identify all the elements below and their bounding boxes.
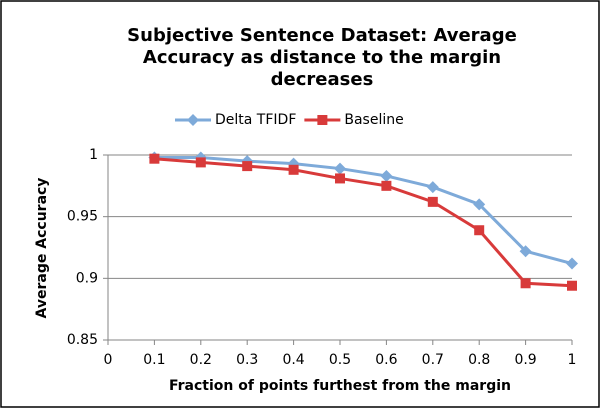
y-tick-label: 0.85	[67, 332, 98, 348]
marker	[566, 257, 578, 270]
legend-marker	[317, 115, 328, 125]
x-tick-label: 0.1	[143, 352, 165, 368]
marker	[381, 180, 392, 191]
marker	[567, 280, 577, 291]
series-line	[154, 155, 573, 265]
y-tick-label: 0.95	[67, 209, 98, 225]
marker	[426, 181, 439, 194]
legend-label: Baseline	[344, 112, 403, 128]
x-tick-label: 1	[568, 352, 577, 368]
x-tick-label: 0.5	[329, 352, 351, 368]
chart-title: decreases	[271, 69, 374, 90]
marker	[520, 278, 531, 289]
marker	[335, 173, 345, 184]
x-tick-label: 0.3	[236, 352, 258, 368]
legend-label: Delta TFIDF	[215, 112, 296, 128]
legend-marker	[187, 114, 199, 126]
x-tick-label: 0	[104, 352, 113, 368]
x-tick-label: 0.8	[468, 352, 490, 368]
marker	[474, 225, 485, 236]
y-tick-label: 0.9	[76, 270, 98, 286]
marker	[427, 196, 438, 207]
chart-title: Accuracy as distance to the margin	[143, 47, 501, 68]
chart-title: Subjective Sentence Dataset: Average	[127, 25, 517, 46]
marker	[149, 153, 160, 164]
y-tick-label: 1	[89, 147, 98, 163]
marker	[195, 157, 206, 168]
x-tick-label: 0.6	[375, 352, 397, 368]
x-tick-label: 0.7	[422, 352, 444, 368]
marker	[334, 162, 346, 175]
marker	[288, 164, 299, 175]
y-axis-label: Average Accuracy	[34, 178, 50, 319]
marker	[242, 161, 253, 172]
series-line	[154, 157, 573, 288]
x-tick-label: 0.4	[282, 352, 304, 368]
marker	[380, 169, 393, 182]
x-tick-label: 0.9	[514, 352, 536, 368]
x-axis-label: Fraction of points furthest from the mar…	[169, 378, 511, 394]
marker	[473, 198, 486, 211]
x-tick-label: 0.2	[190, 352, 212, 368]
marker	[519, 245, 532, 258]
